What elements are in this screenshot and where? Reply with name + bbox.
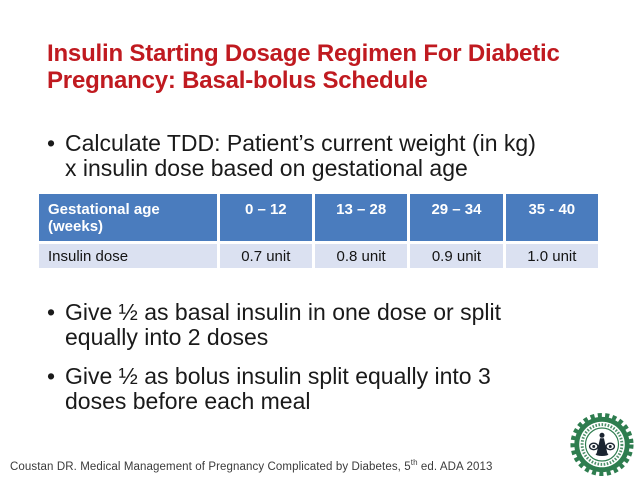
citation-suffix: ed. ADA 2013 <box>417 460 493 473</box>
header-0-12: 0 – 12 <box>219 194 312 241</box>
bullet-text: Give ½ as basal insulin in one dose or s… <box>65 300 501 350</box>
bullet-calculate-tdd: • Calculate TDD: Patient’s current weigh… <box>47 131 602 181</box>
bullet-marker: • <box>47 299 56 325</box>
header-gestational-age: Gestational age (weeks) <box>39 194 217 241</box>
table-row: Insulin dose 0.7 unit 0.8 unit 0.9 unit … <box>39 244 598 268</box>
cell-dose-13-28: 0.8 unit <box>314 244 408 268</box>
bullet-text: Give ½ as bolus insulin split equally in… <box>65 364 491 414</box>
bullet-text-line2: equally into 2 doses <box>65 324 269 350</box>
cell-insulin-dose-label: Insulin dose <box>39 244 217 268</box>
header-35-40: 35 - 40 <box>505 194 598 241</box>
bullet-marker: • <box>47 130 56 156</box>
slide-title: Insulin Starting Dosage Regimen For Diab… <box>47 40 592 94</box>
bullet-text-line1: Give ½ as bolus insulin split equally in… <box>65 363 491 389</box>
header-29-34: 29 – 34 <box>410 194 503 241</box>
bullet-marker: • <box>47 363 56 389</box>
table-header-row: Gestational age (weeks) 0 – 12 13 – 28 2… <box>39 194 598 241</box>
bullet-text-line2: x insulin dose based on gestational age <box>65 155 468 181</box>
cell-dose-35-40: 1.0 unit <box>505 244 598 268</box>
bullet-text: Calculate TDD: Patient’s current weight … <box>65 131 536 181</box>
cell-dose-0-12: 0.7 unit <box>219 244 312 268</box>
header-13-28: 13 – 28 <box>314 194 408 241</box>
college-of-medicine-seal-icon <box>570 412 634 477</box>
bullet-text-line1: Calculate TDD: Patient’s current weight … <box>65 130 536 156</box>
bullet-basal-insulin: • Give ½ as basal insulin in one dose or… <box>47 300 602 350</box>
citation: Coustan DR. Medical Management of Pregna… <box>10 458 492 473</box>
slide-title-line1: Insulin Starting Dosage Regimen For Diab… <box>47 40 560 67</box>
slide-title-line2: Pregnancy: Basal-bolus Schedule <box>47 67 428 94</box>
insulin-dosage-table: Gestational age (weeks) 0 – 12 13 – 28 2… <box>36 191 601 271</box>
citation-superscript: th <box>410 458 418 467</box>
citation-text: Coustan DR. Medical Management of Pregna… <box>10 460 411 473</box>
bullet-bolus-insulin: • Give ½ as bolus insulin split equally … <box>47 364 602 414</box>
bullet-text-line2: doses before each meal <box>65 388 311 414</box>
bullet-text-line1: Give ½ as basal insulin in one dose or s… <box>65 299 501 325</box>
cell-dose-29-34: 0.9 unit <box>410 244 503 268</box>
